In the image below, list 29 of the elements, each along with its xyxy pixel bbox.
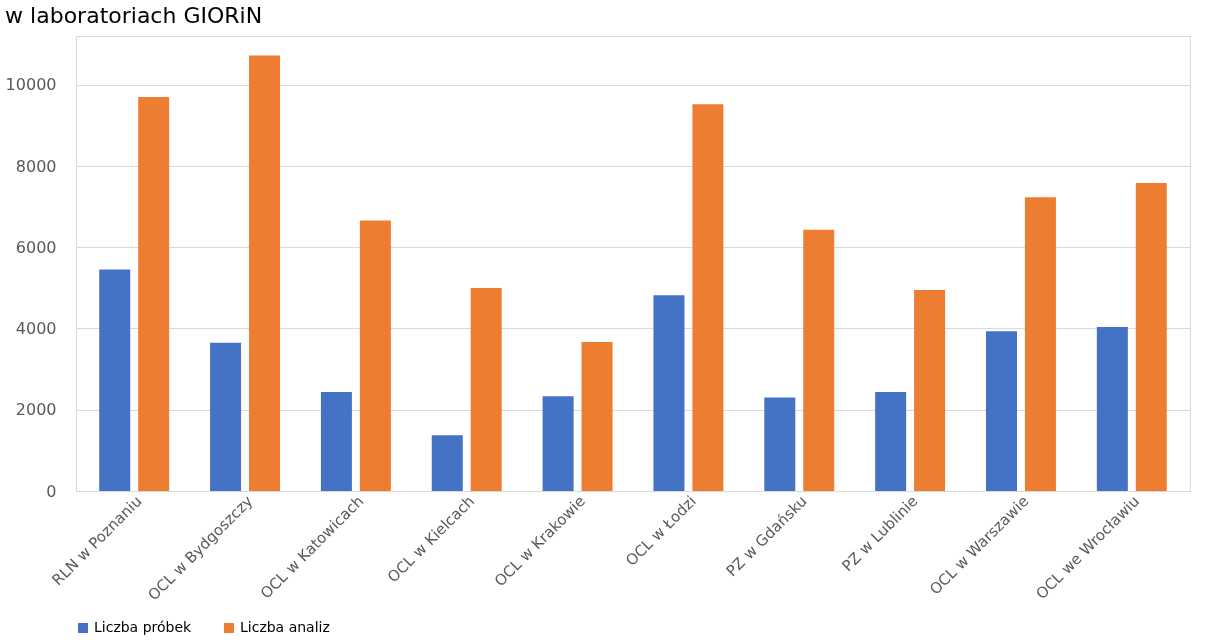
bar [470,287,502,491]
legend-label: Liczba analiz [240,619,330,635]
bar [581,341,613,491]
bar [359,220,391,491]
chart-title: w laboratoriach GIORiN [5,3,263,28]
bar [138,96,170,491]
y-tick-label: 8000 [15,156,57,176]
legend-label: Liczba próbek [94,619,193,635]
bar [985,331,1017,491]
bar [1024,197,1056,491]
bar [320,391,352,491]
bar [210,342,242,491]
bar [249,55,281,491]
bar [542,396,574,491]
y-tick-label: 2000 [15,400,57,420]
y-tick-label: 0 [46,481,57,501]
bar [1096,326,1128,491]
bar [431,435,463,491]
bar [1135,183,1167,491]
bar [803,229,835,491]
bar [875,391,907,491]
bar [653,295,685,491]
bar [914,289,946,491]
bar [99,269,131,491]
bar [692,104,724,491]
bar [764,397,796,491]
y-tick-label: 10000 [5,75,57,95]
y-tick-label: 6000 [15,237,57,257]
y-tick-label: 4000 [15,319,57,338]
